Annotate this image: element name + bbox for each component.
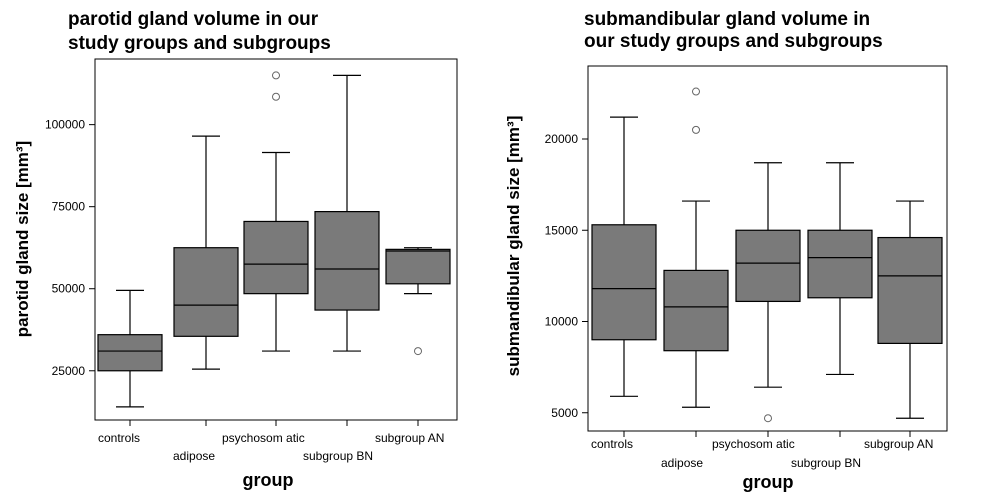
parotid-chart: parotid gland volume in our study groups…	[13, 9, 458, 490]
chart-title-line-2: our study groups and subgroups	[584, 31, 883, 52]
y-axis-label: parotid gland size [mm³]	[13, 141, 32, 337]
y-tick-label: 5000	[551, 406, 578, 420]
submandibular-chart: submandibular gland volume in our study …	[504, 9, 948, 492]
outlier-point	[692, 87, 700, 96]
x-tick-label: adipose	[661, 456, 703, 470]
y-ticks: 5000 10000 15000 20000	[545, 132, 588, 420]
box	[243, 220, 309, 295]
box	[314, 211, 380, 311]
x-tick-label: subgroup AN	[375, 431, 444, 445]
box	[97, 334, 163, 372]
x-tick-label: subgroup BN	[303, 449, 373, 463]
y-tick-label: 75000	[52, 200, 86, 214]
y-ticks: 25000 50000 75000 100000	[45, 118, 95, 378]
x-axis-label: group	[243, 470, 294, 490]
box	[173, 247, 239, 337]
y-tick-label: 25000	[52, 364, 86, 378]
y-tick-label: 15000	[545, 223, 579, 237]
chart-title-line-1: parotid gland volume in our	[68, 9, 319, 30]
y-axis-label: submandibular gland size [mm³]	[504, 116, 523, 377]
y-tick-label: 50000	[52, 282, 86, 296]
outlier-point	[692, 125, 700, 134]
box-marks	[591, 87, 943, 423]
x-ticks: controls adipose psychosom atic subgroup BN…	[591, 431, 933, 470]
y-tick-label: 20000	[545, 132, 579, 146]
box	[385, 248, 451, 285]
box	[663, 269, 729, 352]
box-marks	[97, 71, 451, 408]
x-axis-label: group	[743, 472, 794, 492]
x-tick-label: controls	[591, 437, 633, 451]
x-tick-label: adipose	[173, 449, 215, 463]
x-tick-label: psychosom atic	[222, 431, 305, 445]
outlier-point	[764, 414, 772, 423]
box	[877, 236, 943, 345]
box	[735, 229, 801, 303]
box	[591, 224, 657, 341]
chart-title-line-1: submandibular gland volume in	[584, 9, 870, 30]
outlier-point	[272, 92, 280, 101]
box	[807, 229, 873, 299]
outlier-point	[272, 71, 280, 80]
outlier-point	[414, 347, 422, 356]
x-tick-label: subgroup BN	[791, 456, 861, 470]
y-tick-label: 100000	[45, 118, 85, 132]
y-tick-label: 10000	[545, 315, 579, 329]
x-tick-label: subgroup AN	[864, 437, 933, 451]
x-tick-label: psychosom atic	[712, 437, 795, 451]
chart-title-line-2: study groups and subgroups	[68, 33, 331, 54]
x-tick-label: controls	[98, 431, 140, 445]
x-ticks: controls adipose psychosom atic subgroup BN…	[98, 420, 444, 463]
